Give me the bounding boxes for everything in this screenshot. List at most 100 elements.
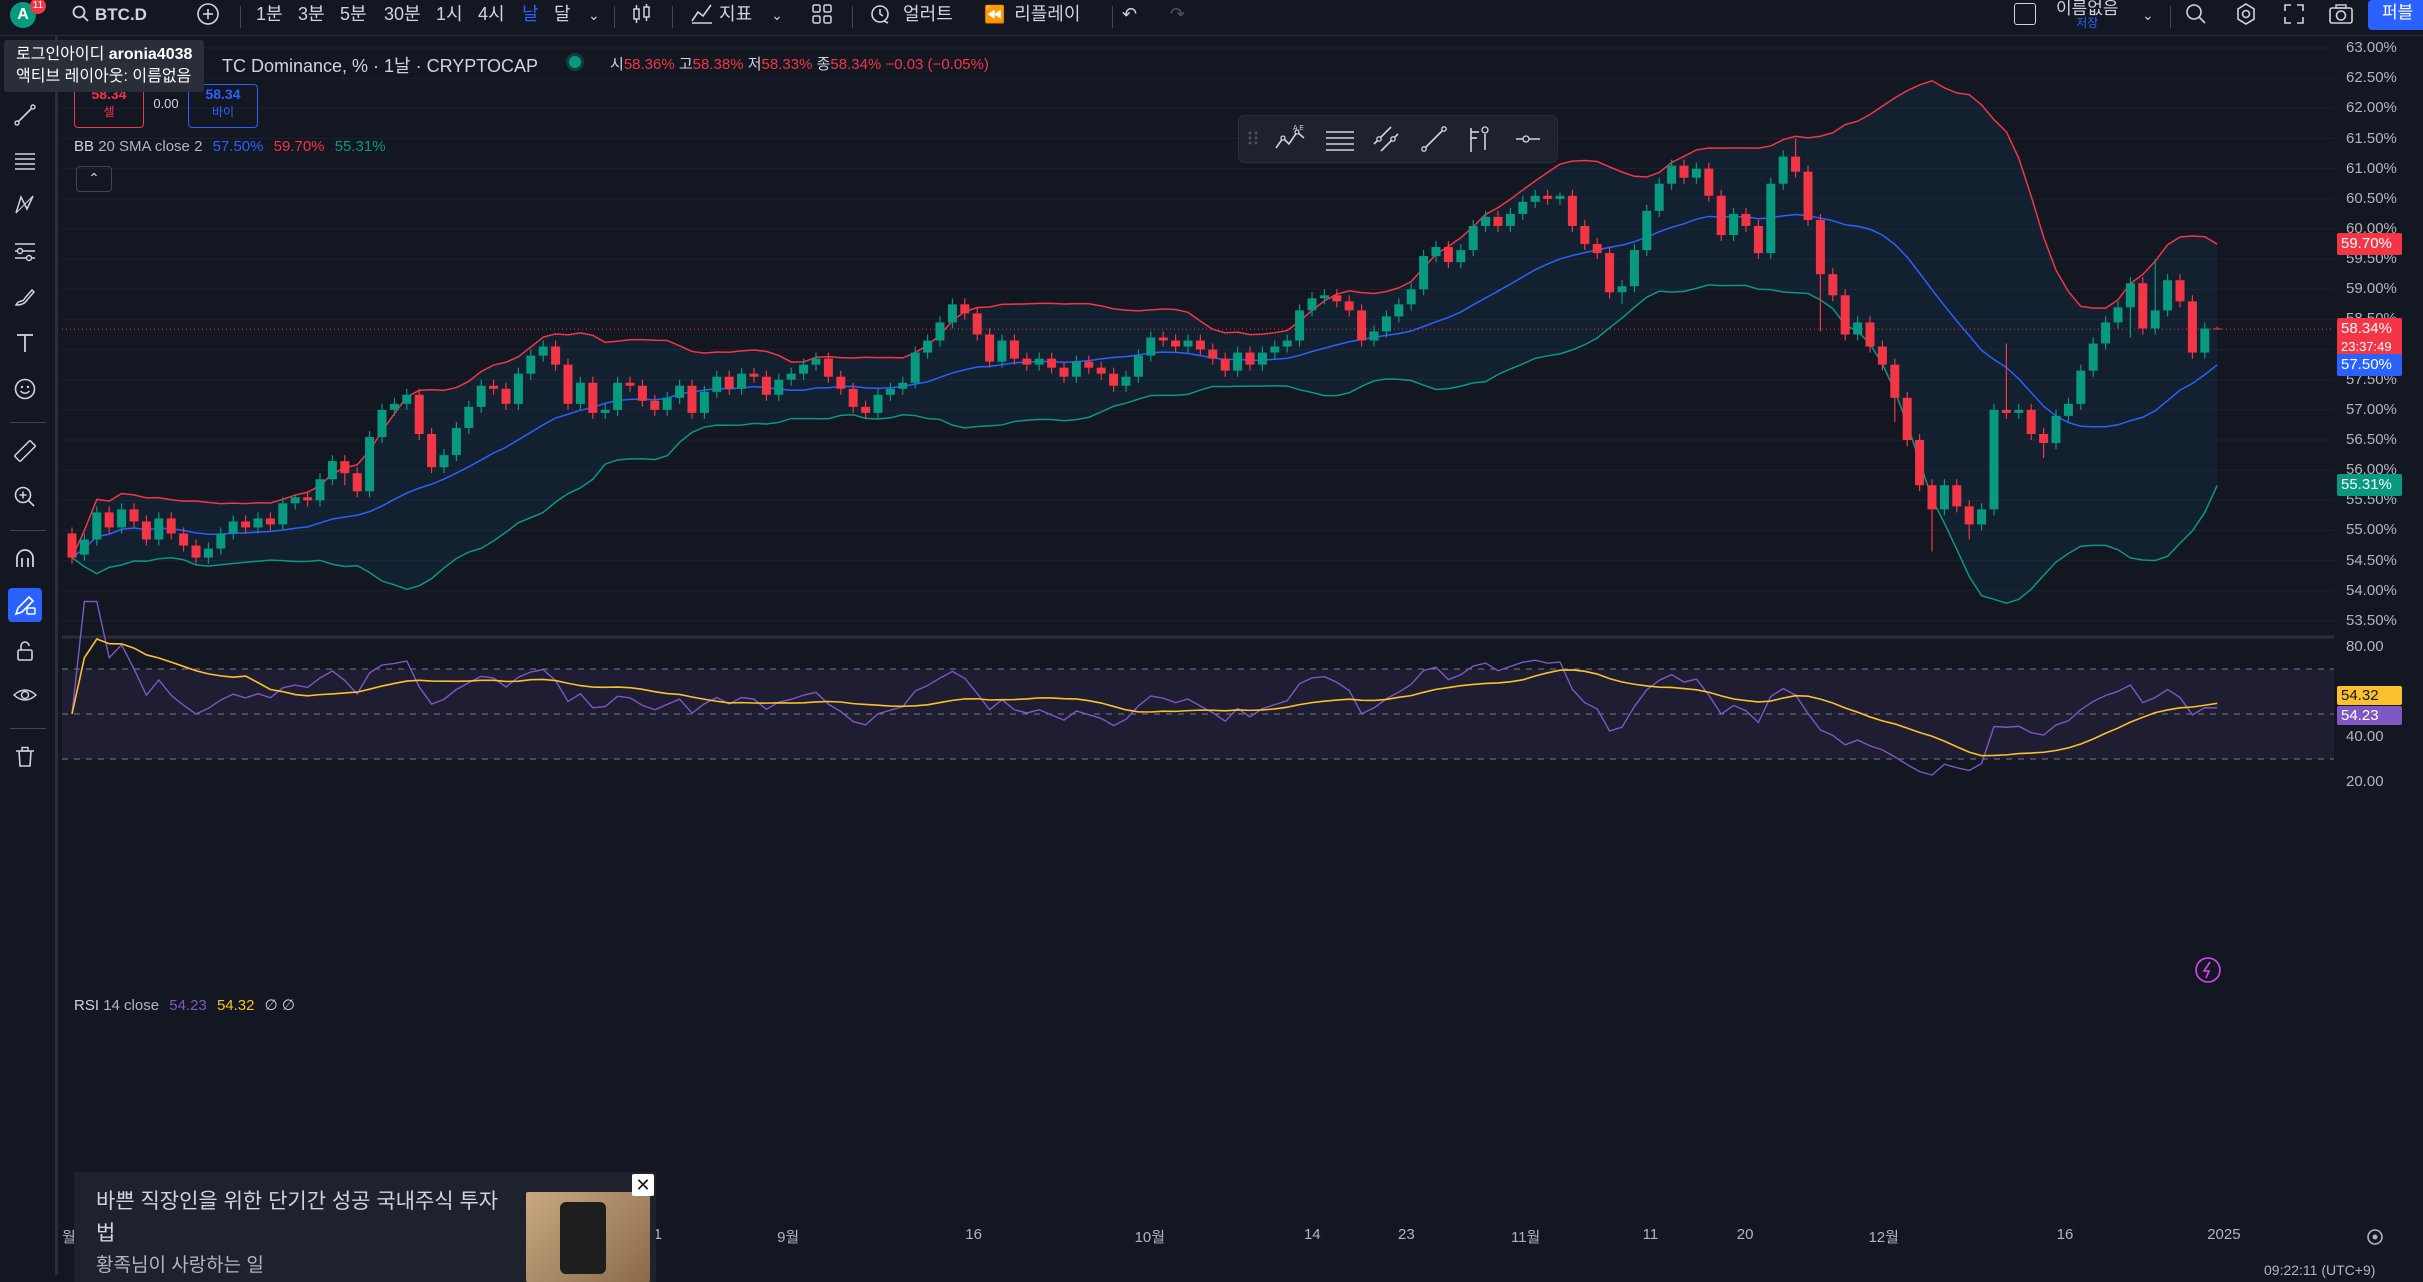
candle-body	[365, 437, 375, 492]
remove-drawings-tool[interactable]	[8, 740, 42, 774]
fib-tool[interactable]	[8, 144, 42, 178]
forecast-icon	[15, 243, 35, 262]
layout-checkbox[interactable]	[2014, 0, 2036, 36]
candle-body	[2138, 283, 2148, 329]
candle-body	[327, 461, 337, 480]
candle-body	[1295, 310, 1305, 341]
ad-image[interactable]	[526, 1192, 650, 1282]
candle-body	[1815, 219, 1825, 275]
settings-button[interactable]	[2234, 0, 2258, 36]
interval-1mo[interactable]: 달	[554, 4, 571, 24]
time-tick-label: 11월	[1510, 1229, 1541, 1246]
candle-body	[1270, 346, 1280, 353]
interval-1h[interactable]: 1시	[436, 4, 463, 24]
undo-button[interactable]: ↶	[1122, 0, 1137, 36]
interval-1d[interactable]: 날	[522, 4, 539, 24]
bb-band-area	[72, 80, 2218, 604]
zoom-tool[interactable]	[8, 480, 42, 514]
price-axis[interactable]: 63.00% 62.50% 62.00% 61.50% 61.00% 60.50% 60.0…	[2334, 36, 2423, 1275]
candle-body	[1009, 340, 1019, 359]
chevron-down-icon: ⌄	[588, 7, 600, 23]
compare-button[interactable]	[196, 0, 220, 36]
buy-button[interactable]: 58.34 바이	[188, 84, 258, 128]
ad-close-button[interactable]: ✕	[632, 1174, 654, 1196]
interval-30m[interactable]: 30분	[384, 4, 421, 24]
price-chart[interactable]	[62, 36, 2334, 1218]
channel-icon[interactable]	[1371, 124, 1401, 154]
redo-button[interactable]: ↷	[1170, 0, 1185, 36]
symbol-title[interactable]: TC Dominance, % · 1날 · CRYPTOCAP	[222, 56, 538, 76]
measure-tool[interactable]	[8, 434, 42, 468]
candle-body	[799, 364, 809, 374]
last-price-value: 58.34%	[2341, 320, 2392, 338]
hide-drawings-tool[interactable]	[8, 678, 42, 712]
candle-body	[1109, 373, 1119, 386]
emoji-tool[interactable]	[8, 372, 42, 406]
bollinger-legend[interactable]: BB 20 SMA close 2 57.50% 59.70% 55.31%	[74, 138, 386, 155]
candle-body	[1629, 250, 1639, 287]
screenshot-button[interactable]	[2328, 0, 2354, 36]
candle-body	[1121, 376, 1131, 386]
clock-readout[interactable]: 09:22:11 (UTC+9)	[2264, 1262, 2376, 1278]
horizontal-ray-icon[interactable]	[1513, 124, 1543, 154]
add-circle-icon	[197, 3, 219, 25]
interval-1m[interactable]: 1분	[256, 4, 283, 24]
magnet-tool[interactable]	[8, 542, 42, 576]
candle-body	[898, 382, 908, 389]
candle-body	[427, 433, 437, 468]
chart-type-button[interactable]	[630, 0, 654, 36]
candle-body	[501, 388, 511, 404]
drag-handle-icon[interactable]	[1247, 124, 1259, 152]
pattern-tool[interactable]	[8, 188, 42, 222]
layout-name-button[interactable]: 이름없음 저장	[2056, 0, 2119, 36]
fullscreen-button[interactable]	[2282, 0, 2306, 36]
gear-icon	[2237, 3, 2255, 25]
brush-tool[interactable]	[8, 280, 42, 314]
lightning-icon[interactable]	[2194, 956, 2222, 984]
candle-body	[1369, 331, 1379, 341]
forecast-tool[interactable]	[8, 234, 42, 268]
templates-button[interactable]	[810, 0, 834, 36]
quick-search-button[interactable]	[2184, 0, 2208, 36]
candle-body	[1208, 349, 1218, 359]
trend-line-tool[interactable]	[8, 98, 42, 132]
candle-body	[848, 388, 858, 407]
alert-button[interactable]: 얼러트	[868, 0, 953, 36]
elliott-wave-icon[interactable]: A E	[1273, 124, 1307, 154]
layout-dropdown[interactable]: ⌄	[2142, 0, 2154, 36]
low-value: 58.33%	[761, 56, 813, 73]
interval-5m[interactable]: 5분	[340, 4, 367, 24]
text-tool[interactable]	[8, 326, 42, 360]
lock-drawings-tool[interactable]	[8, 634, 42, 668]
replay-button[interactable]: ⏪ 리플레이	[984, 0, 1080, 36]
advertisement-banner[interactable]: 바쁜 직장인을 위한 단기간 성공 국내주식 투자법 황족님이 사랑하는 일 ✕	[74, 1172, 656, 1282]
lines-icon[interactable]	[1323, 124, 1357, 154]
interval-3m[interactable]: 3분	[298, 4, 325, 24]
candle-body	[166, 518, 176, 534]
candle-body	[2101, 322, 2111, 344]
time-tick-label: 16	[2056, 1226, 2074, 1243]
pitchfork-icon[interactable]	[1465, 124, 1495, 154]
rsi-ma-value: 54.32	[216, 997, 255, 1014]
indicators-button[interactable]: 지표 ⌄	[690, 0, 783, 36]
candle-body	[1505, 213, 1515, 226]
candle-body	[625, 382, 635, 386]
candle-body	[1853, 322, 1863, 335]
candle-body	[662, 397, 672, 410]
ad-title[interactable]: 바쁜 직장인을 위한 단기간 성공 국내주식 투자법	[96, 1190, 499, 1245]
rsi-ma-line	[71, 638, 2218, 757]
axis-settings-icon[interactable]	[2364, 1226, 2386, 1248]
legend-collapse-button[interactable]: ⌃	[76, 166, 112, 192]
publish-button[interactable]: 퍼블	[2368, 0, 2423, 30]
rsi-legend[interactable]: RSI 14 close 54.23 54.32 ∅ ∅	[74, 996, 295, 1014]
interval-4h[interactable]: 4시	[478, 4, 505, 24]
stay-in-drawing-mode-tool[interactable]	[8, 588, 42, 622]
ray-icon[interactable]	[1419, 124, 1449, 154]
interval-dropdown[interactable]: ⌄	[588, 0, 600, 36]
symbol-search-button[interactable]: BTC.D	[72, 0, 147, 36]
candle-body	[241, 521, 251, 528]
candle-body	[947, 304, 957, 323]
zoom-in-icon	[14, 486, 35, 507]
candle-body	[774, 379, 784, 395]
price-tick-label: 63.00%	[2346, 39, 2397, 57]
